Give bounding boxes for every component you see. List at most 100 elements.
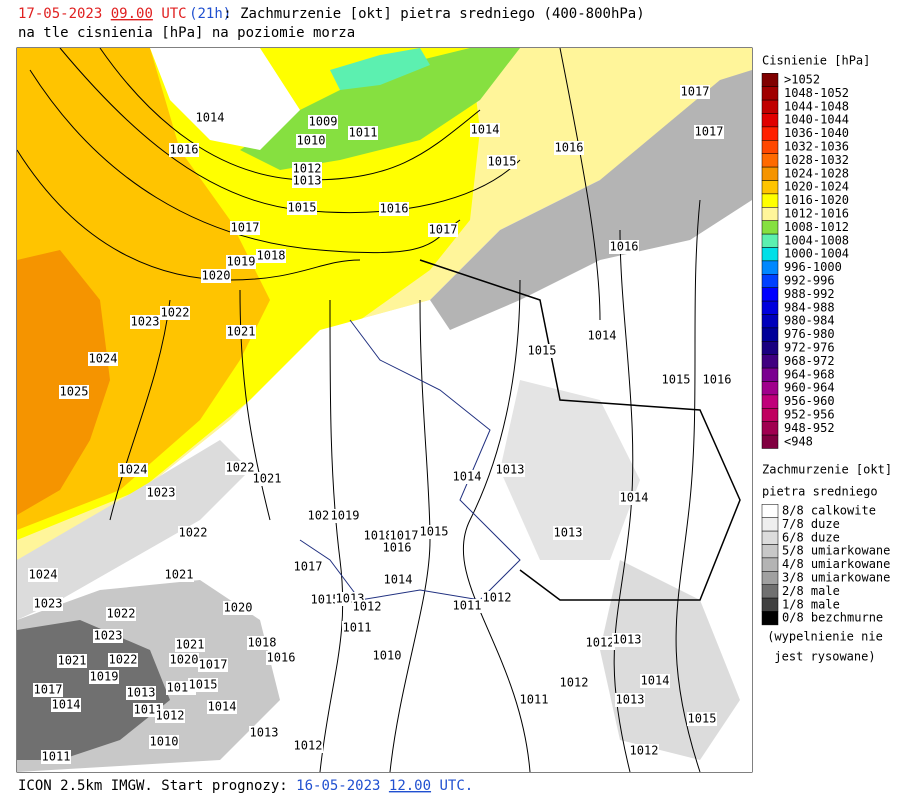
legend-label: 6/8 duze (782, 530, 840, 544)
isobar-label: 1015 (420, 525, 449, 539)
header-lead: (21h) (189, 6, 231, 22)
cloud-patch (500, 380, 640, 560)
label-box (293, 560, 323, 574)
isobar-label: 1024 (119, 463, 148, 477)
legend-label: 2/8 male (782, 584, 840, 598)
label-box (249, 726, 279, 740)
isobar-label: 1018 (257, 249, 286, 263)
legend-swatch (761, 597, 779, 612)
isobar-label: 1020 (202, 269, 231, 283)
legend-label: 4/8 umiarkowane (782, 557, 890, 571)
isobar-label: 1021 (227, 325, 256, 339)
isobar-label: 1020 (308, 509, 337, 523)
legend-swatch (761, 571, 779, 585)
legend-label: 1040-1044 (784, 113, 849, 127)
legend-label: 1044-1048 (784, 99, 849, 113)
isobar-label: 1014 (196, 111, 225, 125)
legend-swatch (761, 584, 779, 599)
label-box (585, 636, 615, 650)
label-box (226, 325, 256, 339)
legend-label: 956-960 (784, 394, 835, 408)
isobar-label: 1015 (488, 155, 517, 169)
legend-swatch (761, 408, 779, 422)
label-box (149, 735, 179, 749)
label-box (201, 269, 231, 283)
legend-label: 1/8 male (782, 597, 840, 611)
label-box (230, 221, 260, 235)
label-box (382, 541, 412, 555)
isobar-label: 1012 (156, 709, 185, 723)
cloud-legend-note: jest rysowane) (774, 650, 875, 664)
isobar-label: 1012 (294, 739, 323, 753)
area-1004 (330, 48, 430, 90)
label-box (226, 255, 256, 269)
isobar (29, 69, 461, 254)
label-box (495, 463, 525, 477)
label-box (207, 700, 237, 714)
label-box (487, 155, 517, 169)
cloud-legend-note: (wypelnienie nie (767, 630, 883, 644)
label-box (470, 123, 500, 137)
label-box (612, 633, 642, 647)
isobar-label: 1015 (688, 712, 717, 726)
label-box (59, 385, 89, 399)
isobar-label: 1023 (147, 486, 176, 500)
isobar-label: 1013 (616, 693, 645, 707)
legend-label: 988-992 (784, 287, 835, 301)
cloud-legend-title: Zachmurzenie [okt] (762, 463, 892, 477)
isobar-label: 1013 (496, 463, 525, 477)
isobar-label: 1010 (373, 649, 402, 663)
label-box (482, 591, 512, 605)
legend-label: 1020-1024 (784, 180, 849, 194)
legend-label: 7/8 duze (782, 517, 840, 531)
label-box (363, 529, 393, 543)
isobar-label: 1017 (681, 85, 710, 99)
isobar-label: 1016 (170, 143, 199, 157)
legend-label: 1016-1020 (784, 193, 849, 207)
legend-swatch (761, 434, 779, 449)
isobar-label: 1017 (231, 221, 260, 235)
isobar-label: 1012 (630, 744, 659, 758)
label-box (379, 202, 409, 216)
legend-swatch (761, 300, 779, 315)
label-box (609, 240, 639, 254)
label-box (256, 249, 286, 263)
label-box (559, 676, 589, 690)
legend-label: 1008-1012 (784, 220, 849, 234)
label-box (452, 599, 482, 613)
label-box (296, 134, 326, 148)
legend-swatch (761, 86, 779, 101)
label-box (419, 525, 449, 539)
isobar-label: 1014 (453, 470, 482, 484)
isobar-label: 1015 (311, 593, 340, 607)
isobar-label: 1012 (293, 162, 322, 176)
legend-swatch (761, 233, 779, 248)
label-box (694, 125, 724, 139)
legend-label: <948 (784, 434, 813, 448)
label-box (130, 315, 160, 329)
legend-swatch (761, 354, 779, 369)
label-box (702, 373, 732, 387)
isobar-label: 1010 (297, 134, 326, 148)
isobar-label: 1012 (586, 636, 615, 650)
label-box (389, 529, 419, 543)
label-box (118, 463, 148, 477)
legend-swatch (761, 207, 779, 221)
isobar-label: 1011 (349, 126, 378, 140)
isobar-label: 1012 (353, 600, 382, 614)
label-box (108, 653, 138, 667)
isobar-label: 1018 (248, 636, 277, 650)
label-box (293, 739, 323, 753)
isobar-label: 1022 (161, 306, 190, 320)
isobar-label: 1014 (384, 573, 413, 587)
isobar-label: 1022 (179, 526, 208, 540)
isobar-label: 1011 (453, 599, 482, 613)
legend-swatch (761, 341, 779, 355)
isobar-label: 1014 (588, 329, 617, 343)
isobar-label: 1016 (267, 651, 296, 665)
label-box (252, 472, 282, 486)
label-box (178, 526, 208, 540)
label-box (175, 638, 205, 652)
label-box (169, 653, 199, 667)
isobar-label: 1010 (150, 735, 179, 749)
